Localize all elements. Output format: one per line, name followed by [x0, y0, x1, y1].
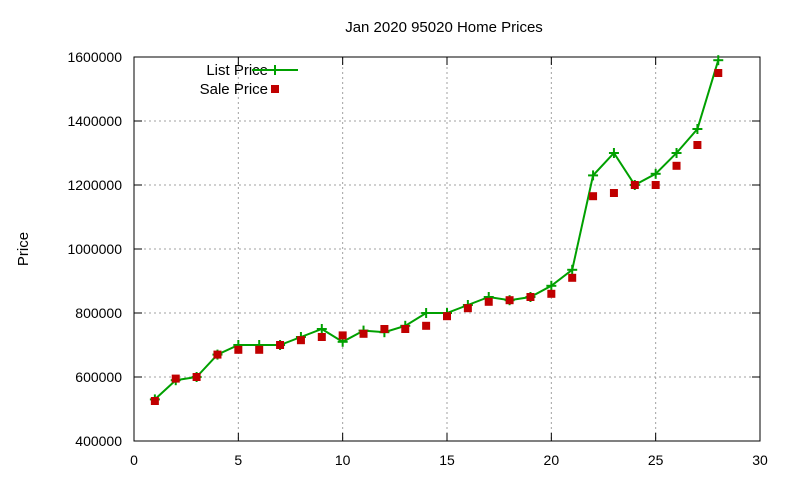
sale-price-point	[317, 333, 326, 341]
sale-price-point	[484, 297, 493, 306]
list-price-point	[421, 308, 432, 318]
plot-area	[149, 55, 724, 405]
sale-price-point	[213, 350, 222, 359]
y-axis-title: Price	[15, 232, 32, 266]
y-tick-label: 1400000	[67, 113, 122, 129]
list-price-point	[671, 148, 682, 158]
sale-price-point	[672, 161, 681, 170]
x-tick-label: 15	[439, 452, 455, 468]
y-tick-label: 1600000	[67, 49, 122, 65]
grid	[134, 57, 760, 441]
axes: 0 5 10 15 20 25 30 400000 600000 800000 1000000 120…	[67, 49, 768, 468]
y-tick-label: 600000	[75, 369, 122, 385]
chart-title: Jan 2020 95020 Home Prices	[345, 19, 543, 36]
sale-price-point	[296, 336, 305, 345]
sale-price-point	[505, 296, 514, 305]
sale-price-point	[338, 331, 347, 340]
list-price-point	[608, 148, 619, 158]
x-tick-label: 0	[130, 452, 138, 468]
sale-price-point	[651, 181, 660, 189]
y-tick-label: 400000	[75, 433, 122, 449]
sale-price-point	[568, 273, 577, 282]
sale-price-point	[255, 345, 264, 354]
list-price-point	[546, 280, 557, 291]
list-price-point	[588, 170, 599, 181]
list-price-point	[316, 324, 327, 334]
list-price-point	[713, 55, 724, 66]
list-price-point	[692, 124, 703, 134]
x-tick-label: 10	[335, 452, 351, 468]
sale-price-point	[589, 192, 598, 201]
sale-price-point	[359, 329, 368, 338]
x-tick-label: 5	[234, 452, 242, 468]
x-tick-label: 30	[752, 452, 768, 468]
y-tick-label: 1000000	[67, 241, 122, 257]
sale-price-point	[693, 141, 702, 149]
sale-price-point	[234, 345, 243, 354]
legend: List Price Sale Price	[200, 62, 298, 98]
sale-price-point	[526, 293, 535, 301]
sale-price-point	[150, 397, 159, 405]
legend-label-sale-price: Sale Price	[200, 81, 268, 98]
sale-price-point	[630, 181, 639, 189]
sale-price-point	[276, 341, 285, 349]
legend-label-list-price: List Price	[206, 62, 268, 79]
y-tick-label: 1200000	[67, 177, 122, 193]
x-tick-label: 25	[648, 452, 664, 468]
series-list-price-line	[154, 59, 720, 401]
sale-price-point	[192, 373, 201, 381]
sale-price-point	[380, 325, 389, 333]
x-tick-label: 20	[544, 452, 560, 468]
sale-price-point	[714, 69, 723, 77]
list-price-point	[567, 264, 578, 275]
sale-price-point	[171, 374, 180, 383]
sale-price-point	[443, 312, 451, 321]
legend-swatch-sale-price	[271, 85, 279, 93]
sale-price-point	[463, 304, 472, 313]
sale-price-point	[422, 321, 431, 330]
sale-price-point	[609, 189, 618, 197]
list-price-point	[650, 168, 661, 179]
sale-price-point	[547, 289, 556, 298]
y-tick-label: 800000	[75, 305, 122, 321]
sale-price-point	[401, 325, 410, 333]
